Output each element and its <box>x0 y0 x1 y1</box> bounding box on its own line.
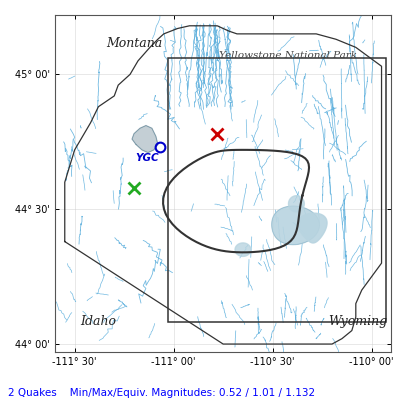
Text: Montana: Montana <box>106 37 162 50</box>
Bar <box>167 58 384 322</box>
Polygon shape <box>234 243 250 256</box>
Text: Idaho: Idaho <box>80 315 116 328</box>
Text: Yellowstone National Park: Yellowstone National Park <box>219 51 357 60</box>
Text: Wyoming: Wyoming <box>328 315 387 328</box>
Text: YGC: YGC <box>135 152 158 162</box>
Polygon shape <box>297 213 326 243</box>
Polygon shape <box>271 206 319 245</box>
Polygon shape <box>132 126 157 152</box>
Polygon shape <box>288 196 303 212</box>
Text: 2 Quakes    Min/Max/Equiv. Magnitudes: 0.52 / 1.01 / 1.132: 2 Quakes Min/Max/Equiv. Magnitudes: 0.52… <box>8 388 315 398</box>
